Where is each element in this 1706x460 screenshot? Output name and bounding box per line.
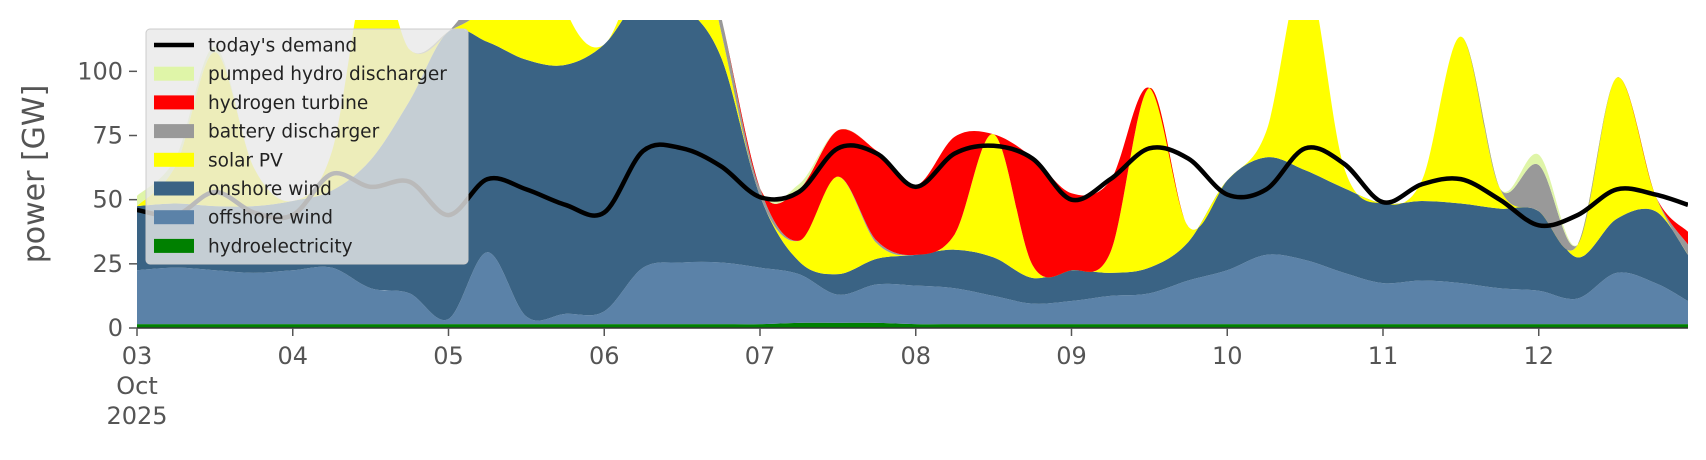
legend-swatch-pumped-hydro-discharger [154,66,194,81]
y-axis-title: power [GW] [17,85,52,264]
y-tick-label: 50 [92,186,123,214]
legend-swatch-battery-discharger [154,124,194,139]
area-hydrogen-turbine [137,20,1688,278]
area-onshore-wind [137,20,1688,321]
area-offshore-wind [137,252,1688,325]
x-tick-label: 03 Oct 2025 [106,342,167,430]
legend-swatch-hydroelectricity [154,238,194,253]
x-tick-label: 07 [745,342,776,370]
axes: 0 25 50 75 100 03 Oct 2025 04 05 06 07 08 09 10 11 12 [77,57,1688,430]
y-tick-label: 0 [108,314,123,342]
stacked-areas [137,20,1688,328]
legend-swatch-onshore-wind [154,181,194,196]
legend-label-today-s-demand: today's demand [208,36,357,57]
x-tick-label: 09 [1056,342,1087,370]
legend-swatch-offshore-wind [154,210,194,225]
legend-label-offshore-wind: offshore wind [208,208,333,229]
legend-label-solar-pv: solar PV [208,150,283,171]
legend-label-battery-discharger: battery discharger [208,122,380,143]
y-tick-label: 75 [92,122,123,150]
x-tick-label: 12 [1523,342,1554,370]
x-tick-label: 05 [433,342,464,370]
legend-label-hydroelectricity: hydroelectricity [208,236,353,257]
x-tick-label: 11 [1368,342,1399,370]
x-tick-label: 10 [1212,342,1243,370]
legend: today's demand pumped hydro discharger hyd… [145,28,469,265]
legend-label-pumped-hydro-discharger: pumped hydro discharger [208,64,447,85]
legend-swatch-hydrogen-turbine [154,95,194,110]
y-tick-label: 25 [92,250,123,278]
x-tick-label: 04 [277,342,308,370]
legend-swatch-solar-pv [154,152,194,167]
legend-label-hydrogen-turbine: hydrogen turbine [208,93,368,114]
legend-label-onshore-wind: onshore wind [208,179,332,200]
legend-box [145,28,469,265]
y-tick-label: 100 [77,57,123,85]
area-hydroelectricity [137,322,1688,328]
x-tick-label: 08 [900,342,931,370]
x-tick-label: 06 [589,342,620,370]
area-solar-pv [137,20,1688,279]
